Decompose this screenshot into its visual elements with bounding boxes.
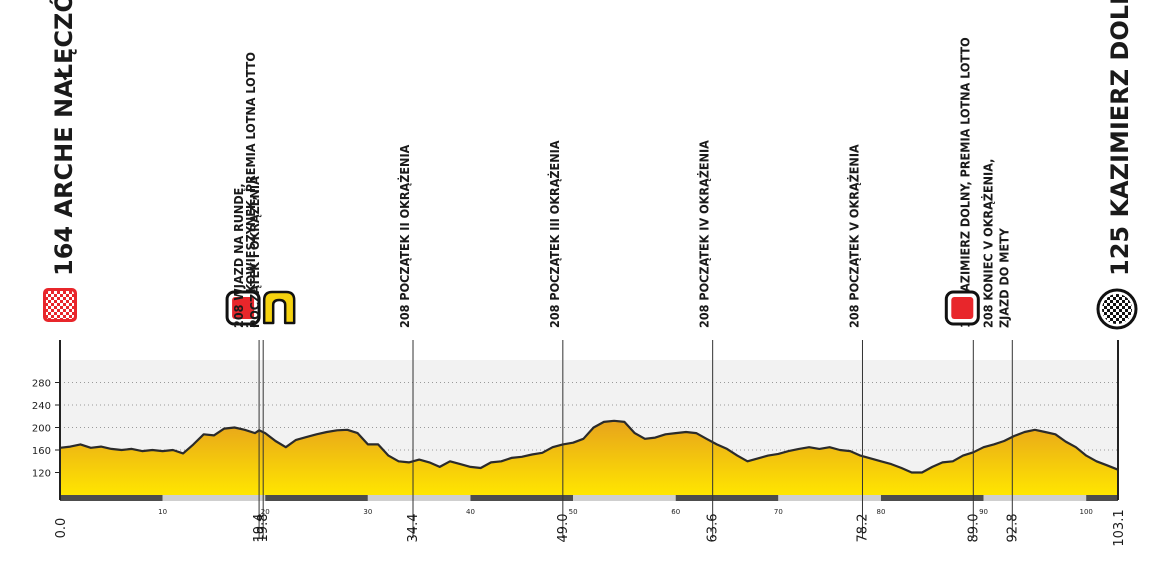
marker-label: 208 POCZĄTEK V OKRĄŻENIA: [846, 144, 861, 328]
marker-label: POCZĄTEK I OKRĄŻENIA: [247, 176, 262, 328]
x-tick-label: 50: [569, 508, 578, 516]
finish-km-label: 103.1: [1112, 509, 1127, 546]
distance-band-segment: [880, 495, 984, 501]
finish-location-label: 125 KAZIMIERZ DOLNY: [1106, 0, 1134, 276]
y-tick-label: 160: [32, 446, 51, 457]
distance-band-segment: [265, 495, 368, 501]
marker-label: 143 KAZIMIERZ DOLNY, PREMIA LOTNA LOTTO: [957, 37, 972, 328]
marker-km-label: 49.0: [556, 514, 571, 543]
marker-km-label: 19.8: [256, 514, 271, 543]
distance-band-segment: [778, 495, 881, 501]
x-tick-label: 70: [774, 508, 783, 516]
route-markers: 210 SKOWIESZYNEK, PREMIA LOTNA LOTTO19.4…: [225, 37, 1020, 543]
y-axis-ticks: 120 160 200 240 280: [32, 379, 60, 480]
elevation-fill: [60, 420, 1118, 495]
sprint-icon: [225, 290, 261, 326]
distance-band-segment: [470, 495, 574, 501]
y-tick-label: 120: [32, 469, 51, 480]
checkered-finish-flag-icon: [1096, 288, 1138, 330]
x-tick-label: 20: [261, 508, 270, 516]
circuit-icon: [262, 290, 296, 325]
start-location-label: 164 ARCHE NAŁĘCZÓW: [48, 0, 78, 276]
x-tick-label: 80: [876, 508, 885, 516]
y-tick-label: 240: [32, 401, 51, 412]
y-tick-label: 200: [32, 424, 51, 435]
distance-band-segment: [1086, 495, 1118, 501]
start-km-label: 0.0: [54, 518, 69, 539]
distance-band: [60, 495, 1118, 501]
marker-label: 208 POCZĄTEK III OKRĄŻENIA: [547, 140, 562, 328]
distance-band-segment: [60, 495, 163, 501]
x-tick-label: 100: [1080, 508, 1093, 516]
route-marker: 208 POCZĄTEK V OKRĄŻENIA 78.2: [846, 144, 870, 542]
route-marker: 143 KAZIMIERZ DOLNY, PREMIA LOTNA LOTTO 8…: [944, 37, 981, 543]
x-tick-label: 10: [158, 508, 167, 516]
route-marker: 208 POCZĄTEK III OKRĄŻENIA 49.0: [547, 140, 571, 542]
marker-km-label: 92.8: [1005, 514, 1020, 543]
distance-band-segment: [983, 495, 1087, 501]
elevation-area: [59, 419, 1119, 495]
marker-km-label: 89.0: [966, 514, 981, 543]
marker-label: 208 POCZĄTEK IV OKRĄŻENIA: [697, 140, 712, 328]
marker-km-label: 63.6: [706, 514, 721, 543]
route-marker: 208 KONIEC V OKRĄŻENIA, ZJAZD DO METY 92.8: [980, 159, 1020, 543]
marker-label: ZJAZD DO METY: [996, 227, 1011, 328]
route-marker: 208 POCZĄTEK IV OKRĄŻENIA 63.6: [697, 140, 721, 543]
x-tick-label: 60: [671, 508, 680, 516]
checkered-start-flag-icon: [43, 288, 77, 322]
x-axis-ticks: 10 20 30 40 50 60 70 80 90 100: [158, 508, 1093, 516]
route-marker: 208 POCZĄTEK II OKRĄŻENIA 34.4: [397, 144, 421, 542]
marker-label: 208 WJAZD NA RUNDĘ,: [231, 183, 246, 328]
marker-km-label: 34.4: [406, 514, 421, 543]
marker-label: 208 POCZĄTEK II OKRĄŻENIA: [397, 144, 412, 328]
distance-band-segment: [367, 495, 471, 501]
distance-band-segment: [162, 495, 266, 501]
x-tick-label: 90: [979, 508, 988, 516]
y-tick-label: 280: [32, 379, 51, 390]
marker-label: 208 KONIEC V OKRĄŻENIA,: [980, 159, 995, 328]
distance-band-segment: [675, 495, 779, 501]
route-marker: 208 WJAZD NA RUNDĘ, POCZĄTEK I OKRĄŻENIA 1…: [231, 176, 296, 543]
elevation-line: [59, 419, 1119, 474]
sprint-icon: [944, 290, 980, 326]
x-tick-label: 40: [466, 508, 475, 516]
x-tick-label: 30: [363, 508, 372, 516]
distance-band-segment: [573, 495, 676, 501]
marker-km-label: 78.2: [855, 514, 870, 543]
marker-label: 210 SKOWIESZYNEK, PREMIA LOTNA LOTTO: [243, 52, 258, 328]
